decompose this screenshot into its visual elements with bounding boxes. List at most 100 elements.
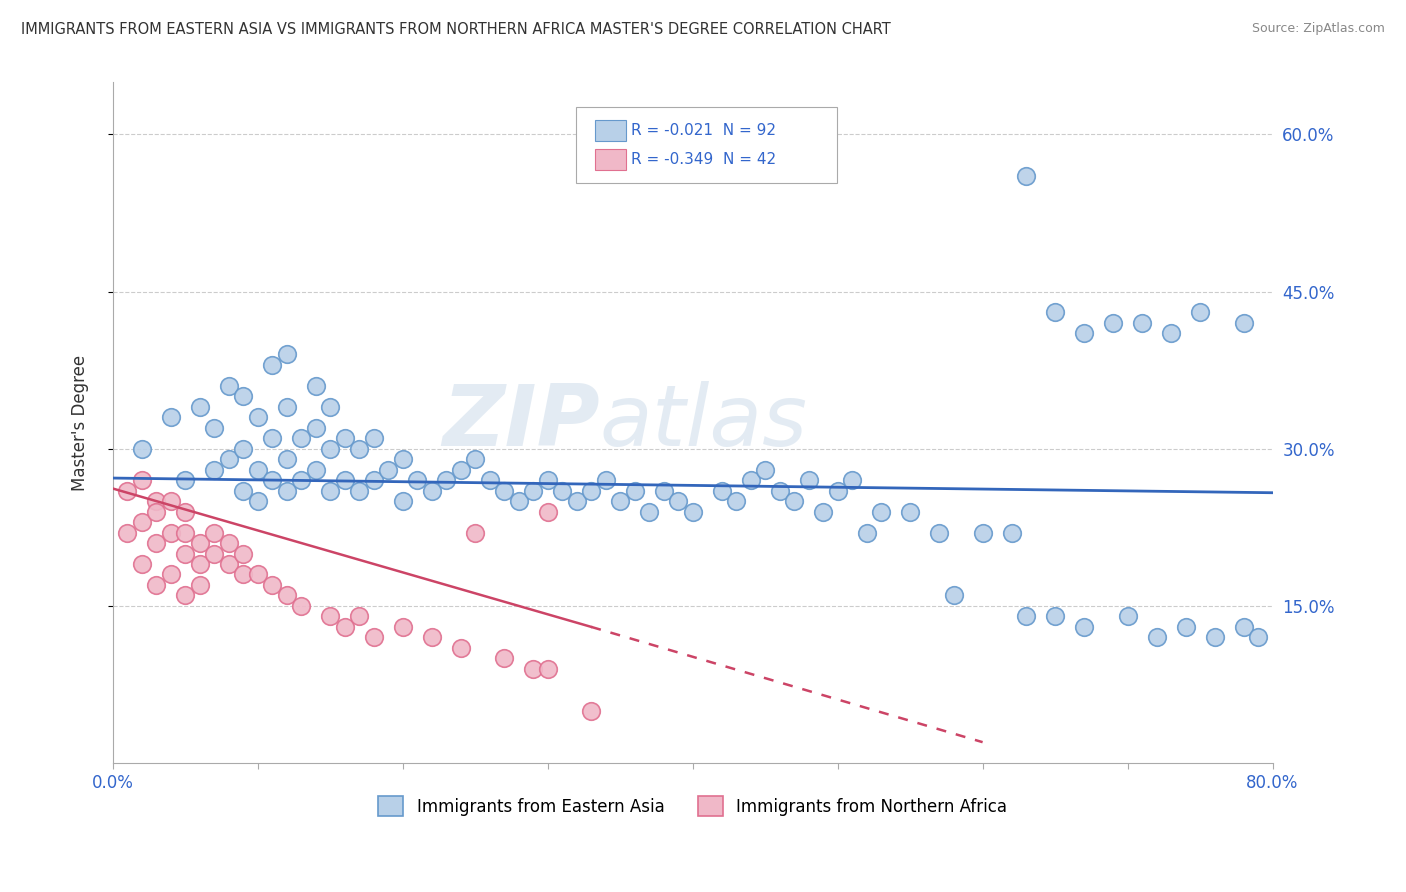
Point: [276, 347, 298, 361]
Point: [276, 452, 298, 467]
Point: [202, 463, 225, 477]
Point: [305, 379, 328, 393]
Point: [1232, 316, 1254, 330]
Point: [276, 589, 298, 603]
Point: [1189, 305, 1212, 319]
Point: [218, 379, 240, 393]
Point: [420, 631, 443, 645]
Point: [319, 483, 342, 498]
Point: [131, 473, 153, 487]
Point: [218, 536, 240, 550]
Point: [188, 557, 211, 571]
Point: [740, 473, 762, 487]
Point: [682, 505, 704, 519]
Point: [349, 483, 371, 498]
Point: [246, 494, 269, 508]
Point: [1130, 316, 1153, 330]
Point: [305, 463, 328, 477]
Point: [855, 525, 877, 540]
Point: [160, 525, 183, 540]
Point: [522, 662, 544, 676]
Point: [246, 463, 269, 477]
Point: [276, 483, 298, 498]
Point: [232, 567, 254, 582]
Point: [551, 483, 574, 498]
Point: [579, 704, 602, 718]
Point: [305, 421, 328, 435]
Point: [652, 483, 675, 498]
Point: [797, 473, 820, 487]
Point: [464, 452, 486, 467]
Point: [638, 505, 661, 519]
Point: [262, 358, 284, 372]
Point: [1043, 305, 1066, 319]
Point: [522, 483, 544, 498]
Point: [131, 515, 153, 529]
Point: [450, 640, 472, 655]
Text: ZIP: ZIP: [443, 381, 600, 464]
Point: [1000, 525, 1022, 540]
Point: [1043, 609, 1066, 624]
Point: [246, 410, 269, 425]
Point: [565, 494, 588, 508]
Point: [406, 473, 429, 487]
Point: [391, 452, 413, 467]
Point: [319, 609, 342, 624]
Point: [246, 567, 269, 582]
Point: [131, 442, 153, 456]
Point: [1247, 631, 1270, 645]
Point: [870, 505, 893, 519]
Point: [1073, 326, 1095, 341]
Point: [290, 599, 312, 613]
Point: [928, 525, 950, 540]
Point: [666, 494, 689, 508]
Point: [464, 525, 486, 540]
Point: [1116, 609, 1139, 624]
Point: [117, 483, 139, 498]
Point: [579, 483, 602, 498]
Point: [710, 483, 733, 498]
Point: [262, 578, 284, 592]
Point: [145, 505, 167, 519]
Point: [363, 473, 385, 487]
Point: [202, 547, 225, 561]
Point: [1160, 326, 1182, 341]
Point: [420, 483, 443, 498]
Point: [290, 431, 312, 445]
Point: [188, 578, 211, 592]
Point: [276, 400, 298, 414]
Point: [174, 473, 197, 487]
Point: [434, 473, 457, 487]
Point: [349, 609, 371, 624]
Point: [827, 483, 849, 498]
Point: [725, 494, 748, 508]
Point: [174, 589, 197, 603]
Point: [262, 473, 284, 487]
Point: [1146, 631, 1168, 645]
Point: [202, 525, 225, 540]
Point: [1232, 620, 1254, 634]
Point: [537, 662, 560, 676]
Point: [145, 578, 167, 592]
Point: [160, 567, 183, 582]
Point: [174, 525, 197, 540]
Point: [218, 557, 240, 571]
Point: [160, 410, 183, 425]
Point: [333, 620, 356, 634]
Point: [188, 400, 211, 414]
Point: [262, 431, 284, 445]
Point: [494, 651, 516, 665]
Point: [174, 505, 197, 519]
Text: IMMIGRANTS FROM EASTERN ASIA VS IMMIGRANTS FROM NORTHERN AFRICA MASTER'S DEGREE : IMMIGRANTS FROM EASTERN ASIA VS IMMIGRAN…: [21, 22, 891, 37]
Point: [377, 463, 399, 477]
Point: [232, 442, 254, 456]
Point: [972, 525, 994, 540]
Point: [290, 473, 312, 487]
Point: [478, 473, 501, 487]
Point: [333, 473, 356, 487]
Point: [811, 505, 834, 519]
Point: [160, 494, 183, 508]
Point: [131, 557, 153, 571]
Point: [363, 631, 385, 645]
Point: [202, 421, 225, 435]
